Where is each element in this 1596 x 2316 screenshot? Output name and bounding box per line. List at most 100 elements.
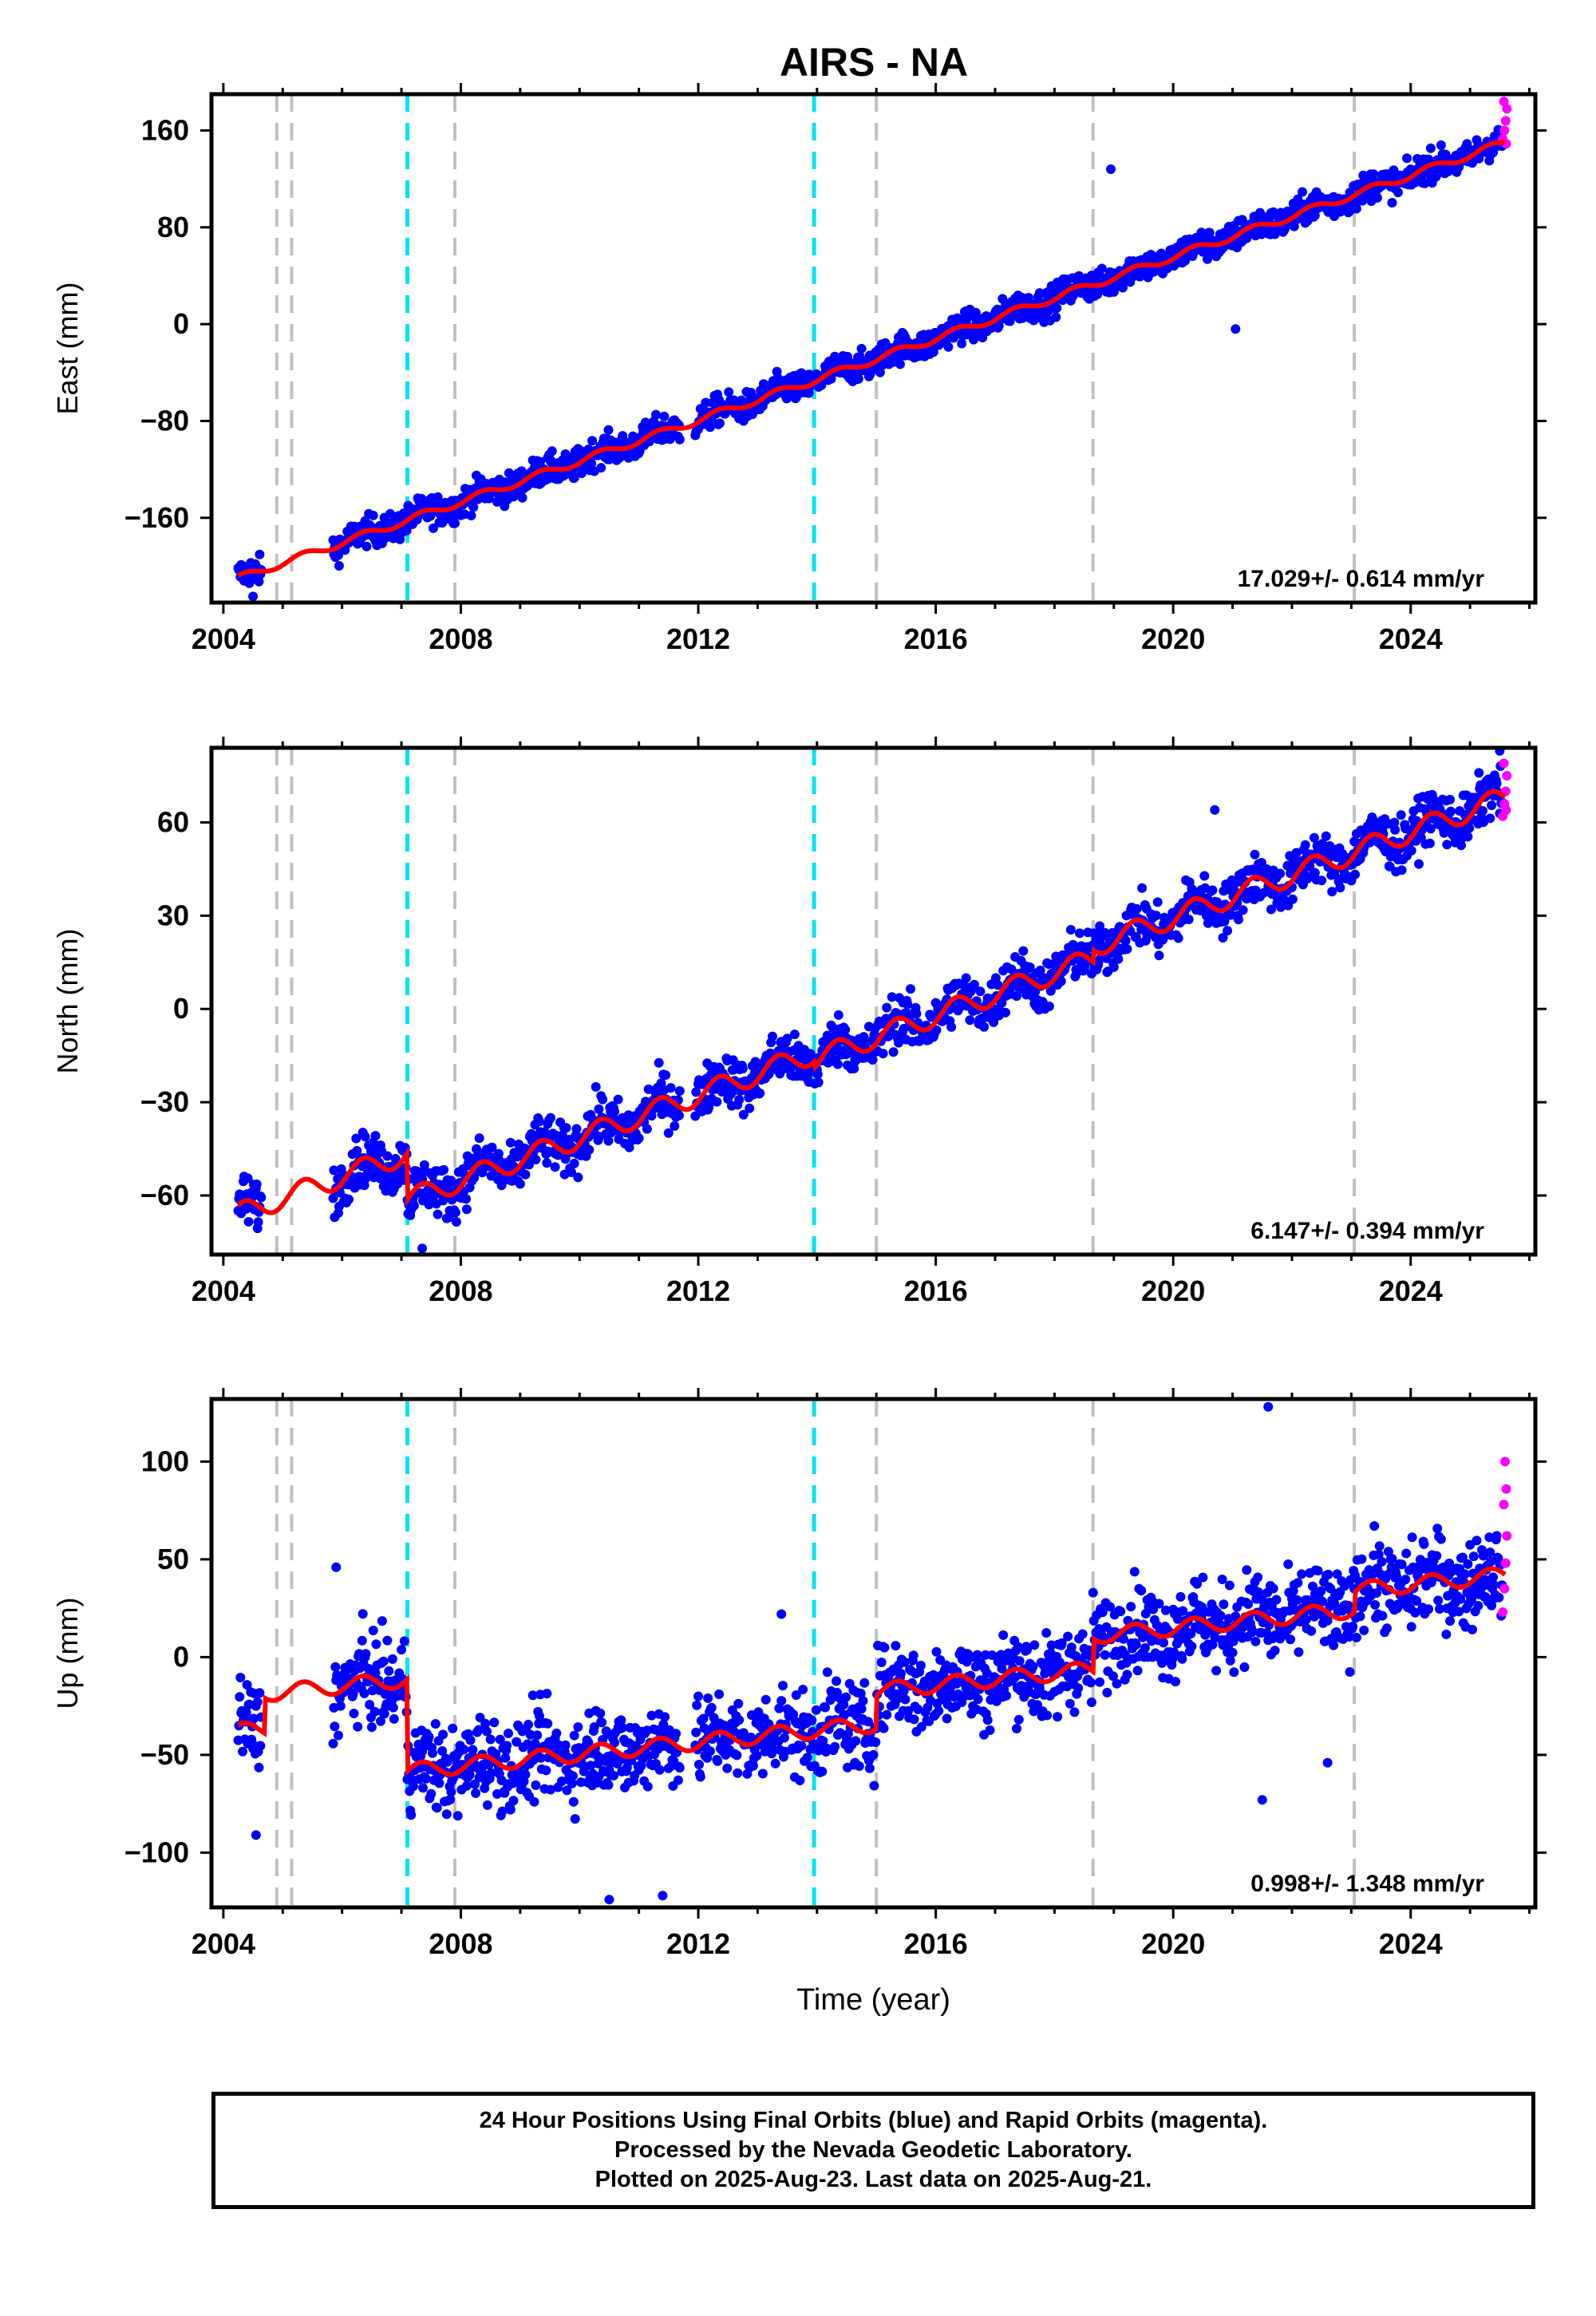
data-point: [335, 1701, 346, 1711]
data-point: [421, 1773, 431, 1784]
data-point: [997, 1663, 1007, 1674]
x-tick-label: 2024: [1379, 622, 1443, 655]
data-point: [255, 549, 265, 559]
data-point: [1357, 1554, 1367, 1564]
data-point: [798, 1685, 808, 1694]
data-point: [1400, 1575, 1411, 1585]
data-point: [1407, 1532, 1417, 1543]
y-tick-label: 60: [157, 805, 189, 838]
data-point: [1063, 1631, 1073, 1642]
data-point: [360, 1132, 370, 1142]
data-point: [520, 1169, 531, 1180]
data-point: [368, 1626, 378, 1635]
data-point: [899, 1657, 910, 1667]
data-point: [722, 1763, 733, 1773]
outlier-point: [604, 1895, 614, 1905]
data-point: [1373, 1549, 1384, 1559]
data-point: [843, 351, 852, 362]
data-point: [1435, 1604, 1444, 1614]
data-point: [863, 1717, 873, 1727]
data-point: [1454, 1607, 1464, 1617]
data-point: [875, 367, 885, 377]
outlier-point: [658, 1891, 668, 1901]
data-point: [477, 1168, 488, 1178]
data-point: [1199, 871, 1210, 881]
data-point: [473, 1725, 484, 1735]
data-point: [1316, 1586, 1326, 1596]
data-point: [1348, 1622, 1358, 1631]
data-point: [660, 1712, 670, 1722]
x-tick-label: 2008: [429, 1275, 492, 1307]
data-point: [985, 1725, 995, 1735]
data-point: [1086, 1697, 1096, 1707]
data-point: [1425, 824, 1436, 834]
data-point: [1306, 1626, 1317, 1636]
data-point: [357, 1635, 367, 1646]
data-point: [1383, 1547, 1393, 1557]
data-point: [426, 1788, 437, 1799]
data-point: [659, 411, 670, 421]
data-point: [1132, 1666, 1143, 1676]
data-point: [1350, 869, 1360, 879]
data-point: [782, 1034, 792, 1044]
y-tick-label: −160: [124, 501, 189, 534]
data-point: [1402, 153, 1412, 164]
data-point: [843, 1048, 853, 1058]
data-point: [666, 1083, 676, 1093]
data-point: [1309, 832, 1319, 843]
data-point: [1286, 1634, 1296, 1645]
data-point: [1425, 143, 1436, 153]
data-point: [535, 456, 545, 467]
data-point: [1169, 1647, 1179, 1658]
data-point: [371, 1639, 381, 1650]
data-point: [1192, 1579, 1202, 1589]
data-point: [1468, 1624, 1477, 1634]
data-point: [856, 343, 867, 354]
data-point: [468, 1745, 478, 1755]
data-point: [849, 1063, 859, 1073]
data-point: [461, 1204, 472, 1215]
data-point: [409, 1200, 419, 1211]
data-point: [715, 418, 725, 429]
data-point: [1442, 840, 1452, 850]
data-point: [523, 1739, 533, 1749]
data-point: [770, 1758, 780, 1769]
data-point: [891, 1641, 901, 1651]
data-point: [1051, 312, 1061, 322]
data-point: [560, 1740, 571, 1750]
data-point: [1406, 845, 1416, 856]
data-point: [480, 1718, 491, 1729]
data-point: [531, 1155, 541, 1164]
data-point: [1444, 1558, 1455, 1568]
data-point: [1122, 944, 1132, 954]
data-point: [1025, 962, 1035, 972]
data-point: [430, 1719, 440, 1729]
data-point: [471, 1788, 481, 1798]
data-point: [579, 1766, 589, 1777]
data-point: [547, 446, 557, 456]
y-tick-label: 30: [157, 899, 189, 931]
data-point: [370, 1131, 381, 1141]
data-point: [344, 1194, 354, 1204]
data-point: [451, 1217, 461, 1227]
data-point: [658, 1719, 669, 1729]
data-point: [994, 320, 1004, 330]
data-point: [1086, 1678, 1096, 1688]
final-orbit-points: [233, 748, 1512, 1254]
x-tick-label: 2012: [666, 1275, 730, 1307]
data-point: [562, 1785, 572, 1796]
data-point: [734, 1095, 745, 1105]
model-fit-line: [236, 788, 1507, 1215]
data-point: [235, 1692, 245, 1702]
data-point: [1108, 1671, 1118, 1682]
data-point: [1420, 178, 1430, 188]
data-point: [1467, 1595, 1476, 1605]
data-point: [642, 1124, 652, 1134]
data-point: [694, 1760, 704, 1769]
data-point: [1382, 1623, 1392, 1634]
data-point: [987, 1650, 998, 1660]
data-point: [357, 1161, 367, 1172]
data-point: [1217, 1575, 1227, 1584]
data-point: [1390, 824, 1400, 835]
data-point: [802, 1753, 812, 1763]
